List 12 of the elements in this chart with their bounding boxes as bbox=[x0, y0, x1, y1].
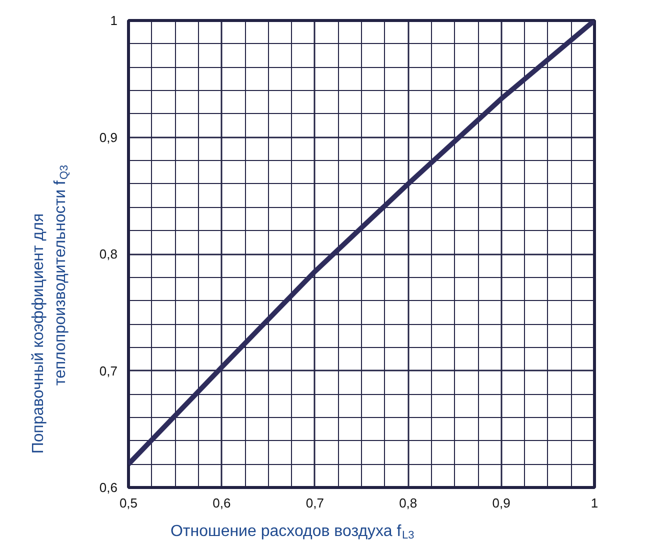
y-tick-label: 1 bbox=[110, 13, 118, 28]
x-tick-label: 0,7 bbox=[306, 496, 324, 510]
x-tick-label: 0,9 bbox=[492, 496, 510, 510]
x-tick-label: 0,6 bbox=[212, 496, 231, 510]
y-tick-label: 0,8 bbox=[99, 246, 118, 262]
y-tick-label: 0,7 bbox=[99, 363, 118, 378]
x-tick-label: 1 bbox=[590, 496, 598, 510]
y-axis-title: Поправочный коэффициент для теплопроизводительности fQ3 bbox=[30, 164, 70, 454]
y-tick-label: 0,9 bbox=[99, 130, 118, 145]
y-tick-label: 0,6 bbox=[99, 480, 118, 495]
x-tick-label: 0,8 bbox=[399, 496, 418, 510]
x-tick-label: 0,5 bbox=[119, 496, 138, 510]
